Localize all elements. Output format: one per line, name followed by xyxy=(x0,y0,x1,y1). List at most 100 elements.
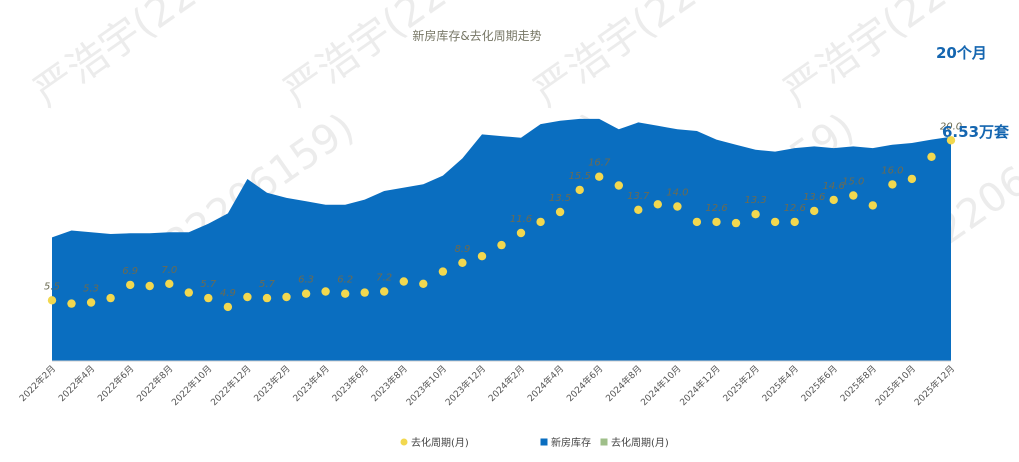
legend-label: 去化周期(月) xyxy=(611,436,669,449)
x-tick-label: 2023年4月 xyxy=(290,363,331,404)
cycle-data-label: 5.3 xyxy=(83,284,99,295)
cycle-data-label: 20.0 xyxy=(940,121,962,132)
cycle-dot xyxy=(810,206,819,216)
cycle-data-label: 11.6 xyxy=(510,214,532,225)
cycle-dot xyxy=(653,200,662,209)
cycle-dot xyxy=(575,185,584,195)
cycle-dot xyxy=(67,299,76,308)
cycle-dot xyxy=(673,202,682,211)
cycle-dot xyxy=(634,205,643,214)
x-tick-label: 2022年8月 xyxy=(134,363,175,404)
inventory-area xyxy=(52,118,951,362)
cycle-dot xyxy=(692,217,702,227)
cycle-dot xyxy=(555,207,565,217)
cycle-data-label: 14.0 xyxy=(666,188,688,199)
cycle-dot xyxy=(712,217,721,227)
cycle-dot xyxy=(126,280,135,290)
cycle-data-label: 13.6 xyxy=(803,192,825,203)
x-tick-label: 2024年10月 xyxy=(638,363,684,409)
cycle-dot xyxy=(47,296,57,305)
cycle-data-label: 15.0 xyxy=(842,177,864,188)
x-tick-label: 2025年12月 xyxy=(912,363,958,409)
cycle-data-label: 7.2 xyxy=(376,273,392,284)
cycle-dot xyxy=(243,292,252,302)
cycle-dot xyxy=(907,174,917,184)
cycle-dot xyxy=(282,292,291,302)
cycle-dot xyxy=(184,288,193,297)
cycle-dot xyxy=(595,172,604,181)
cycle-dot xyxy=(614,181,623,190)
cycle-dot xyxy=(497,240,506,250)
x-tick-label: 2023年10月 xyxy=(404,363,450,409)
legend-label: 新房库存 xyxy=(551,436,591,449)
cycle-data-label: 8.9 xyxy=(454,244,470,255)
cycle-data-label: 5.7 xyxy=(200,279,217,290)
inventory-area-layer xyxy=(52,118,951,362)
x-tick-label: 2022年4月 xyxy=(56,363,97,404)
x-tick-label: 2025年6月 xyxy=(798,363,839,404)
cycle-data-label: 6.2 xyxy=(337,275,353,286)
cycle-dot xyxy=(262,293,272,303)
x-tick-label: 2024年2月 xyxy=(486,363,527,404)
x-axis: 2022年2月 2022年4月 2022年6月 2022年8月2022年10月2022… xyxy=(17,360,958,409)
cycle-dot xyxy=(829,195,838,205)
cycle-dot xyxy=(516,228,526,238)
cycle-data-label: 16.0 xyxy=(881,165,903,176)
x-tick-label: 2022年10月 xyxy=(169,363,215,409)
cycle-dot xyxy=(536,217,545,227)
cycle-dot xyxy=(419,279,428,288)
cycle-dot xyxy=(438,267,448,276)
inventory-annotation: 6.53万套 xyxy=(942,123,1010,141)
x-tick-label: 2023年12月 xyxy=(443,363,489,409)
x-tick-label: 2024年4月 xyxy=(525,363,566,404)
x-tick-label: 2022年12月 xyxy=(208,363,254,409)
cycle-dot xyxy=(399,277,408,286)
cycle-data-label: 5.5 xyxy=(44,281,60,292)
cycle-data-label: 12.6 xyxy=(784,203,806,214)
x-tick-label: 2024年8月 xyxy=(603,363,644,404)
cycle-data-label: 14.6 xyxy=(823,181,845,192)
cycle-data-label: 13.7 xyxy=(627,191,650,202)
cycle-dot xyxy=(849,191,858,200)
cycle-dot xyxy=(301,289,311,298)
cycle-dot xyxy=(341,289,350,298)
x-tick-label: 2022年2月 xyxy=(17,363,58,404)
cycle-data-label: 13.5 xyxy=(549,193,571,204)
x-tick-label: 2022年6月 xyxy=(95,363,136,404)
legend: 去化周期(月) 新房库存 去化周期(月) xyxy=(400,436,669,449)
cycle-dot xyxy=(360,288,369,297)
cycle-dot xyxy=(731,218,741,228)
cycle-dot xyxy=(145,281,154,291)
cycle-data-label: 15.5 xyxy=(569,171,591,182)
cycle-dot xyxy=(458,258,467,267)
chart-title: 新房库存&去化周期走势 xyxy=(412,28,541,43)
cycle-data-label: 7.0 xyxy=(161,265,177,276)
legend-label: 去化周期(月) xyxy=(411,436,469,449)
cycle-data-label: 5.7 xyxy=(259,279,276,290)
cycle-dot xyxy=(770,217,780,227)
x-tick-label: 2023年6月 xyxy=(329,363,370,404)
cycle-dot xyxy=(165,279,174,288)
cycle-data-label: 13.3 xyxy=(744,195,766,206)
x-tick-label: 2023年2月 xyxy=(251,363,292,404)
x-tick-label: 2024年6月 xyxy=(564,363,605,404)
cycle-dot xyxy=(868,201,877,210)
cycle-data-label: 6.9 xyxy=(122,266,138,277)
cycle-dot xyxy=(106,293,115,303)
cycle-dot xyxy=(927,152,936,161)
cycle-dot xyxy=(946,136,956,145)
cycle-dots-layer: 5.5 5.36.9 7.05.74.95.7 6.3 6.2 7.28.911.613.… xyxy=(44,121,962,312)
cycle-dot xyxy=(751,210,760,219)
x-tick-label: 2025年4月 xyxy=(759,363,800,404)
cycle-dot xyxy=(321,287,330,296)
legend-marker xyxy=(540,438,548,446)
cycle-data-label: 4.9 xyxy=(220,288,236,299)
x-tick-label: 2025年2月 xyxy=(720,363,761,404)
legend-marker xyxy=(600,438,608,446)
cycle-dot xyxy=(790,217,799,227)
x-tick-label: 2024年12月 xyxy=(677,363,723,409)
cycle-dot xyxy=(223,302,233,312)
cycle-dot xyxy=(204,293,213,303)
cycle-data-label: 16.7 xyxy=(588,158,611,169)
